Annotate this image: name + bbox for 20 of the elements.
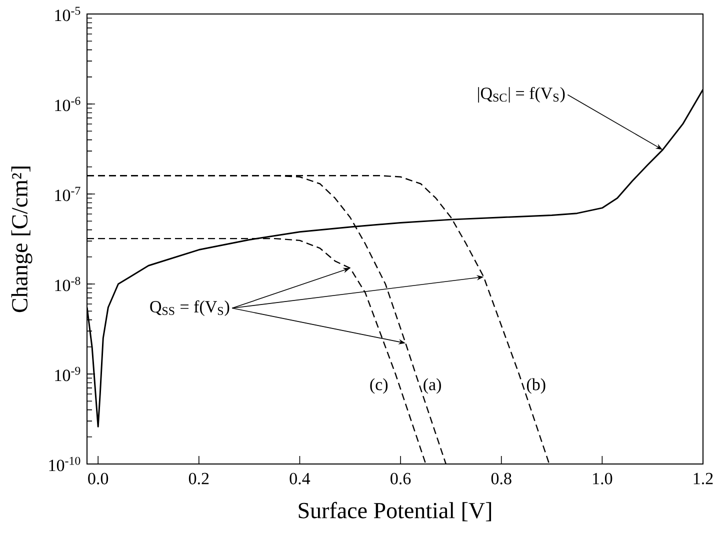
x-tick-label: 0.0 [88,472,108,484]
y-tick-label: 10$^{-6}$ [55,96,80,112]
y-tick-label: 10$^{-9}$ [55,366,80,382]
series-label: (b) [526,378,546,394]
x-tick-label: 1.0 [593,472,612,484]
x-tick-label: 0.2 [188,472,209,484]
x-tick-label: 1.2 [694,472,713,484]
y-tick-label: 10$^{-7}$ [55,186,80,202]
series-label: (c) [370,378,388,394]
x-axis-title: Surface Potential [V] [298,502,492,522]
y-tick-label: 10$^{-8}$ [55,276,80,292]
y-tick-label: 10$^{-5}$ [55,6,80,22]
series-label: (a) [424,378,441,394]
y-axis-title: Change [C/cm²] [11,166,32,312]
x-tick-label: 0.8 [491,472,512,484]
annotation: Q$_{SS}$ = f(V$_{S}$) [150,300,230,316]
annotation: |Q$_{SC}$| = f(V$_{S}$) [478,86,565,103]
x-tick-label: 0.6 [390,472,411,484]
x-tick-label: 0.4 [290,472,310,484]
y-tick-label: 10$^{-10}$ [49,456,80,472]
